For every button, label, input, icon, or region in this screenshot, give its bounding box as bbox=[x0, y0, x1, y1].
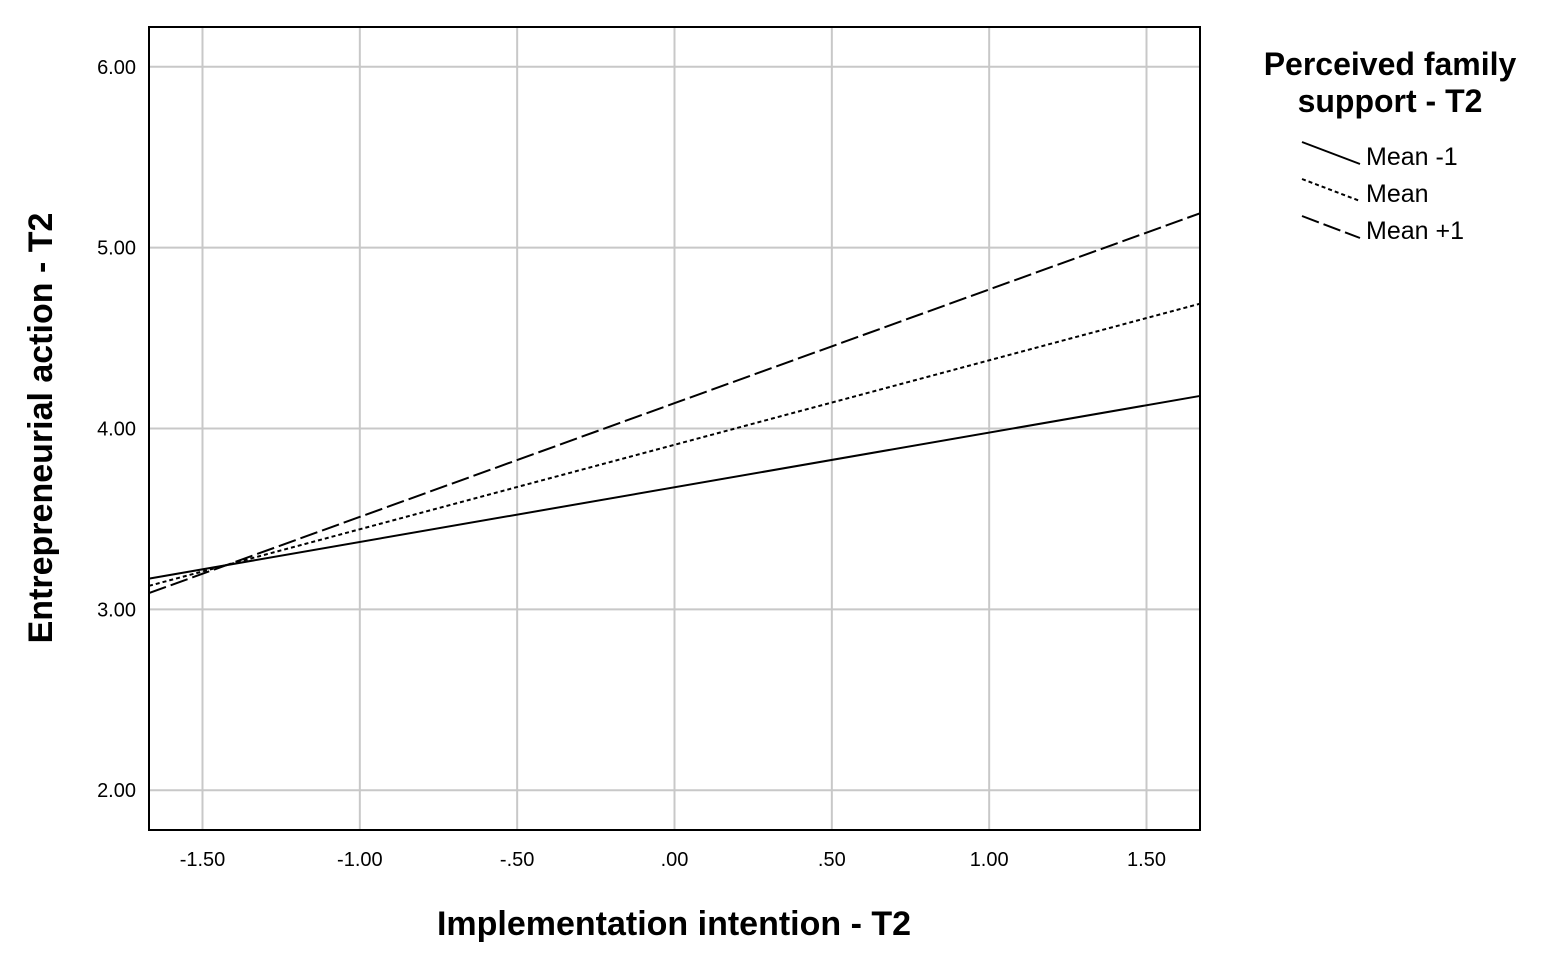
y-tick-label: 5.00 bbox=[97, 238, 136, 260]
legend-label: Mean -1 bbox=[1366, 143, 1458, 171]
x-tick-label: 1.50 bbox=[1127, 849, 1166, 871]
y-gridlines bbox=[149, 65, 1200, 792]
x-tick-label: -1.50 bbox=[180, 849, 226, 871]
legend-title-line-2: support - T2 bbox=[1298, 83, 1483, 119]
y-tick-label: 6.00 bbox=[97, 57, 136, 79]
series-line-solid bbox=[148, 394, 1201, 580]
x-axis-title: Implementation intention - T2 bbox=[437, 905, 911, 943]
y-tick-label: 4.00 bbox=[97, 419, 136, 441]
legend-swatch-solid bbox=[1301, 141, 1361, 165]
x-axis-tick-labels: -1.50 -1.00 -.50 .00 .50 1.00 1.50 bbox=[180, 849, 1166, 871]
y-axis-title: Entrepreneurial action - T2 bbox=[22, 213, 60, 644]
legend-items: Mean -1 Mean Mean +1 bbox=[1301, 141, 1464, 245]
y-axis-tick-labels: 2.00 3.00 4.00 5.00 6.00 bbox=[97, 57, 136, 802]
legend-swatch-dashed bbox=[1301, 215, 1361, 239]
y-tick-label: 2.00 bbox=[97, 780, 136, 802]
x-tick-label: -.50 bbox=[500, 849, 534, 871]
series-lines bbox=[148, 212, 1201, 595]
y-tick-label: 3.00 bbox=[97, 599, 136, 621]
legend-label: Mean bbox=[1366, 180, 1429, 208]
series-line-dashed bbox=[148, 212, 1201, 595]
x-tick-label: .50 bbox=[818, 849, 846, 871]
plot-area-frame bbox=[148, 26, 1201, 831]
legend-title-line-1: Perceived family bbox=[1264, 46, 1517, 82]
legend: Perceived family support - T2 Mean -1Mea… bbox=[1264, 46, 1517, 245]
legend-label: Mean +1 bbox=[1366, 217, 1464, 245]
x-tick-label: .00 bbox=[661, 849, 689, 871]
x-tick-label: -1.00 bbox=[337, 849, 383, 871]
x-tick-label: 1.00 bbox=[970, 849, 1009, 871]
series-line-dotted bbox=[148, 302, 1201, 587]
legend-swatch-dotted bbox=[1301, 178, 1361, 202]
